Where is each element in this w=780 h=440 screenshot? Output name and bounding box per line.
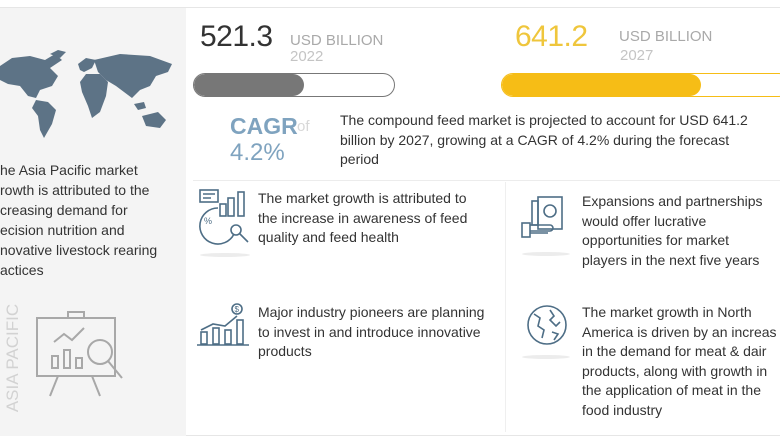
insight-line: players in the next five years [582,251,760,268]
insight-line: opportunities for market [582,232,730,248]
cagr-value: 4.2% [230,139,285,166]
summary-line: period [340,151,379,167]
summary-line: billion by 2027, growing at a CAGR of 4.… [340,131,730,148]
column-divider [505,182,506,432]
insight-line: food industry [582,401,663,418]
insight-line: Expansions and partnerships [582,193,763,209]
left-panel: he Asia Pacific market rowth is attribut… [0,8,186,436]
insight-line: products [258,343,312,359]
summary-line: The compound feed market is projected to… [340,112,748,128]
growth-chart-dollar-icon: $ [197,303,249,346]
world-map-icon [0,50,172,138]
insight-line: The market growth in North [582,304,752,320]
insight-line: would offer lucrative [582,212,707,229]
end-year: 2027 [620,47,654,64]
insight-line: in the demand for meat & dair [582,343,767,359]
start-unit: USD BILLION [290,32,384,49]
analytics-icon: % [199,189,249,245]
left-text-line: rowth is attributed to the [0,182,150,198]
end-value: 641.2 [515,20,588,53]
section-divider [193,180,780,181]
bottom-divider [186,435,780,436]
start-progress-bar [193,73,395,97]
start-value: 521.3 [200,20,273,53]
start-year: 2022 [290,48,324,65]
presentation-analytics-icon [36,311,123,397]
left-text-line: ecision nutrition and [0,222,125,238]
icon-shadow [200,253,250,257]
icon-shadow [522,252,570,256]
insight-line: the increase in awareness of feed [258,209,468,226]
top-divider [0,7,780,8]
left-text-line: actices [0,262,44,278]
insight-line: to invest in and introduce innovative [258,323,481,340]
insight-line: The market growth is attributed to [258,190,467,206]
money-hand-icon [521,196,563,238]
cagr-label: CAGR [230,113,298,139]
left-text-line: novative livestock rearing [0,242,158,258]
end-progress-bar [501,73,780,97]
insight-line: Major industry pioneers are planning [258,304,485,320]
insight-line: the application of meat in the [582,382,762,398]
region-label: ASIA PACIFIC [3,303,22,413]
insight-line: America is driven by an increas [582,323,777,340]
left-text-line: creasing demand for [0,202,128,218]
svg-text:%: % [204,216,212,226]
end-unit: USD BILLION [619,28,713,45]
icon-shadow [522,355,570,359]
cagr-of: of [297,118,310,135]
insight-line: products, along with growth in [582,362,768,379]
globe-icon [527,305,567,345]
left-text-line: he Asia Pacific market [0,162,138,178]
svg-text:$: $ [235,305,240,314]
insight-line: quality and feed health [258,229,399,245]
